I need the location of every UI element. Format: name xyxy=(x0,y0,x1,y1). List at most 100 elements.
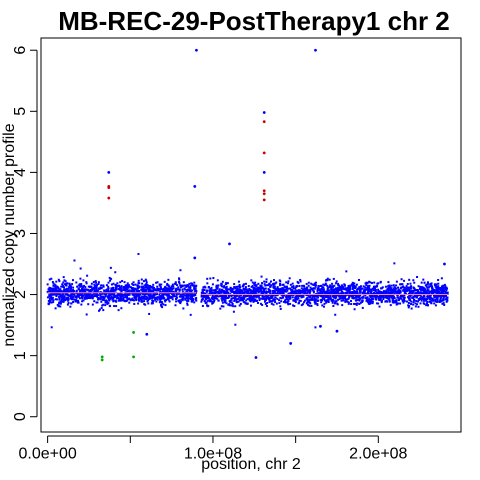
data-point xyxy=(52,289,55,292)
data-point xyxy=(158,284,161,287)
data-point xyxy=(66,303,69,306)
data-point xyxy=(344,288,347,291)
data-point xyxy=(211,283,214,286)
data-point xyxy=(110,295,113,298)
data-point xyxy=(312,290,315,293)
data-point xyxy=(112,299,115,302)
data-point xyxy=(321,290,324,293)
data-point xyxy=(294,297,297,300)
data-point xyxy=(166,298,169,301)
data-point xyxy=(91,296,94,299)
data-point xyxy=(445,294,448,297)
data-point xyxy=(313,294,316,297)
data-point xyxy=(67,288,70,291)
data-point xyxy=(284,288,287,291)
data-point xyxy=(77,284,80,287)
data-point xyxy=(134,298,137,301)
data-point xyxy=(296,298,299,301)
data-point xyxy=(299,278,302,281)
data-point xyxy=(403,279,406,282)
data-point xyxy=(59,300,62,303)
data-point xyxy=(434,304,437,307)
data-point xyxy=(306,292,309,295)
data-point xyxy=(307,298,310,301)
data-point xyxy=(212,296,215,299)
data-point xyxy=(359,285,362,288)
data-point xyxy=(79,267,82,270)
data-point xyxy=(391,294,394,297)
data-point xyxy=(226,291,229,294)
data-point xyxy=(370,288,373,291)
data-point xyxy=(430,286,433,289)
data-point xyxy=(443,303,446,306)
data-point xyxy=(163,280,166,283)
data-point xyxy=(160,283,163,286)
data-point xyxy=(314,326,317,329)
data-point xyxy=(439,294,442,297)
data-point xyxy=(321,304,324,307)
data-point xyxy=(170,290,173,293)
data-point xyxy=(126,297,129,300)
data-point xyxy=(147,298,150,301)
data-point xyxy=(165,287,168,290)
data-point xyxy=(437,287,440,290)
data-point xyxy=(84,286,87,289)
data-point xyxy=(305,282,308,285)
data-point xyxy=(427,286,430,289)
data-point xyxy=(70,297,73,300)
data-point xyxy=(289,292,292,295)
data-point xyxy=(238,284,241,286)
data-point xyxy=(304,289,307,292)
data-point xyxy=(352,297,355,300)
data-point xyxy=(146,296,149,299)
data-point xyxy=(67,298,70,301)
data-point xyxy=(114,271,117,274)
data-point xyxy=(151,294,154,297)
data-point xyxy=(112,290,115,293)
data-point xyxy=(237,288,240,291)
data-point xyxy=(385,296,388,299)
data-point xyxy=(284,300,287,303)
data-point xyxy=(203,300,206,303)
data-point xyxy=(381,292,384,295)
data-point xyxy=(336,288,339,291)
data-point xyxy=(371,294,373,297)
data-point xyxy=(340,285,343,288)
data-point xyxy=(151,301,154,304)
data-point xyxy=(249,304,252,307)
data-point xyxy=(193,285,196,288)
data-point xyxy=(216,290,219,293)
data-point xyxy=(344,292,347,295)
data-point xyxy=(126,284,129,287)
data-point xyxy=(301,289,304,292)
data-point xyxy=(261,286,264,289)
data-point xyxy=(433,295,436,298)
data-point xyxy=(408,291,411,294)
data-point xyxy=(408,286,411,289)
data-point xyxy=(386,287,389,290)
data-point xyxy=(322,283,325,286)
data-point xyxy=(149,293,152,296)
data-point xyxy=(179,284,182,287)
data-point xyxy=(61,284,64,287)
data-point xyxy=(388,284,391,287)
data-point xyxy=(220,294,223,297)
data-point xyxy=(375,292,378,295)
data-point xyxy=(434,291,437,294)
data-point xyxy=(112,282,115,285)
data-point xyxy=(147,293,150,296)
data-point xyxy=(331,295,334,298)
data-point xyxy=(153,296,156,299)
data-point xyxy=(79,285,82,288)
data-point xyxy=(252,298,255,301)
data-point xyxy=(279,282,282,285)
data-point xyxy=(264,291,267,294)
data-point xyxy=(440,299,443,302)
data-point xyxy=(287,296,290,299)
data-point xyxy=(250,291,252,294)
data-point xyxy=(321,286,324,289)
outlier-point xyxy=(145,332,149,336)
data-point xyxy=(158,283,161,286)
data-point xyxy=(435,294,438,297)
data-point xyxy=(417,300,420,303)
